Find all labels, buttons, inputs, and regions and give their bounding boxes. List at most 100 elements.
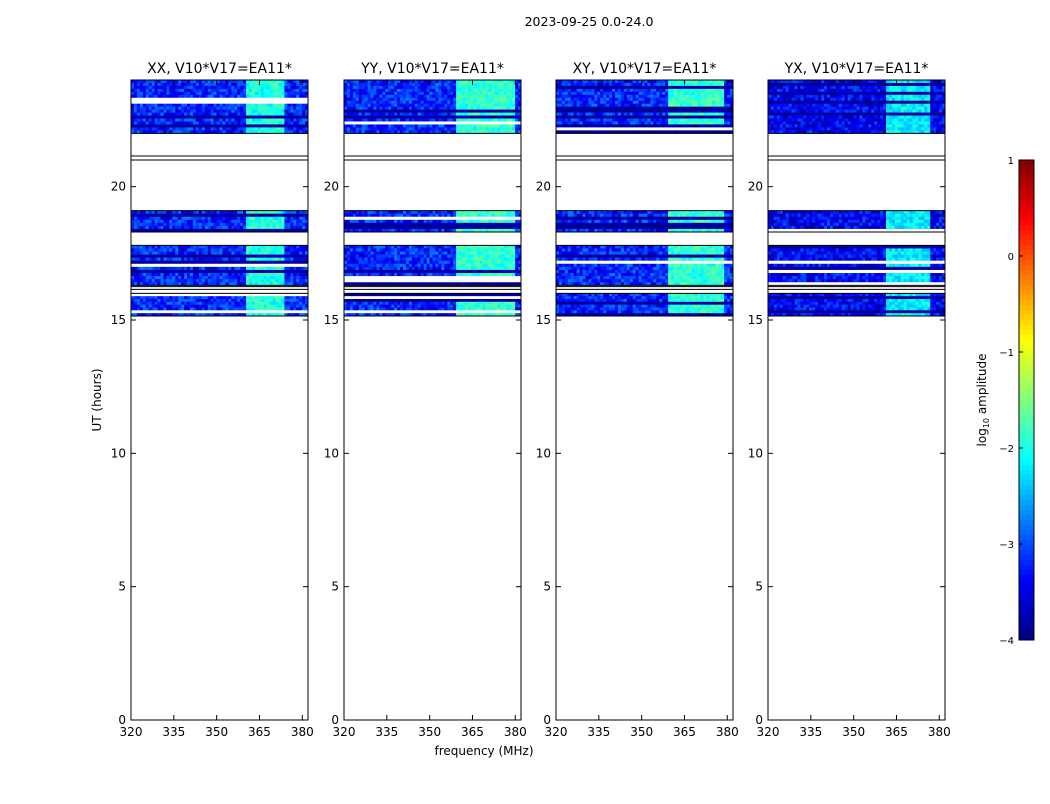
heatmap-cell: [450, 276, 453, 279]
heatmap-cell: [143, 121, 146, 124]
heatmap-cell: [193, 110, 196, 113]
heatmap-cell: [415, 245, 418, 248]
heatmap-cell: [456, 83, 459, 86]
heatmap-cell: [281, 119, 284, 122]
heatmap-cell: [492, 217, 495, 220]
heatmap-cell: [276, 217, 279, 220]
heatmap-cell: [444, 279, 447, 282]
heatmap-cell: [281, 83, 284, 86]
heatmap-cell: [506, 98, 509, 101]
heatmap-cell: [424, 220, 427, 223]
heatmap-cell: [382, 258, 385, 261]
heatmap-cell: [492, 276, 495, 279]
heatmap-cell: [444, 258, 447, 261]
heatmap-cell: [492, 214, 495, 217]
heatmap-cell: [184, 273, 187, 276]
heatmap-cell: [281, 113, 284, 116]
heatmap-cell: [140, 101, 143, 104]
heatmap-cell: [492, 220, 495, 223]
heatmap-cell: [243, 124, 246, 127]
heatmap-cell: [181, 121, 184, 124]
heatmap-cell: [246, 308, 249, 311]
heatmap-cell: [140, 310, 143, 313]
heatmap-cell: [397, 104, 400, 107]
heatmap-cell: [234, 245, 237, 248]
heatmap-cell: [503, 296, 506, 299]
heatmap-cell: [353, 296, 356, 299]
heatmap-cell: [287, 270, 290, 273]
heatmap-cell: [382, 273, 385, 276]
heatmap-cell: [441, 98, 444, 101]
heatmap-cell: [356, 92, 359, 95]
heatmap-cell: [397, 245, 400, 248]
heatmap-cell: [435, 296, 438, 299]
heatmap-cell: [163, 113, 166, 116]
heatmap-cell: [385, 248, 388, 251]
heatmap-cell: [225, 104, 228, 107]
heatmap-cell: [264, 223, 267, 226]
heatmap-cell: [149, 127, 152, 130]
heatmap-cell: [217, 89, 220, 92]
heatmap-cell: [261, 86, 264, 89]
heatmap-cell: [166, 121, 169, 124]
heatmap-cell: [264, 101, 267, 104]
heatmap-cell: [512, 305, 515, 308]
heatmap-cell: [365, 302, 368, 305]
heatmap-cell: [406, 89, 409, 92]
heatmap-cell: [359, 211, 362, 214]
heatmap-cell: [388, 296, 391, 299]
heatmap-cell: [385, 264, 388, 267]
heatmap-cell: [172, 98, 175, 101]
heatmap-cell: [234, 258, 237, 261]
heatmap-cell: [217, 116, 220, 119]
heatmap-cell: [196, 113, 199, 116]
heatmap-cell: [376, 276, 379, 279]
heatmap-cell: [471, 279, 474, 282]
heatmap-cell: [462, 245, 465, 248]
heatmap-cell: [217, 101, 220, 104]
heatmap-cell: [293, 267, 296, 270]
heatmap-cell: [376, 310, 379, 313]
heatmap-cell: [134, 255, 137, 258]
heatmap-cell: [359, 267, 362, 270]
heatmap-cell: [409, 214, 412, 217]
heatmap-cell: [137, 104, 140, 107]
heatmap-cell: [492, 92, 495, 95]
heatmap-cell: [161, 98, 164, 101]
heatmap-cell: [506, 83, 509, 86]
heatmap-cell: [137, 273, 140, 276]
heatmap-cell: [382, 308, 385, 311]
heatmap-cell: [220, 308, 223, 311]
heatmap-cell: [237, 101, 240, 104]
heatmap-cell: [368, 270, 371, 273]
heatmap-cell: [480, 214, 483, 217]
heatmap-cell: [264, 211, 267, 214]
heatmap-cell: [243, 86, 246, 89]
heatmap-cell: [465, 89, 468, 92]
heatmap-cell: [252, 214, 255, 217]
heatmap-cell: [515, 89, 518, 92]
heatmap-cell: [438, 296, 441, 299]
heatmap-cell: [181, 270, 184, 273]
heatmap-cell: [220, 226, 223, 229]
heatmap-cell: [155, 296, 158, 299]
heatmap-cell: [234, 299, 237, 302]
heatmap-cell: [409, 276, 412, 279]
heatmap-cell: [397, 101, 400, 104]
heatmap-cell: [447, 261, 450, 264]
heatmap-cell: [270, 107, 273, 110]
heatmap-cell: [371, 279, 374, 282]
heatmap-cell: [258, 98, 261, 101]
heatmap-cell: [196, 214, 199, 217]
heatmap-cell: [214, 110, 217, 113]
heatmap-cell: [211, 276, 214, 279]
heatmap-cell: [430, 255, 433, 258]
heatmap-cell: [441, 89, 444, 92]
heatmap-cell: [243, 251, 246, 254]
heatmap-cell: [456, 305, 459, 308]
heatmap-cell: [450, 98, 453, 101]
heatmap-cell: [134, 245, 137, 248]
heatmap-cell: [465, 296, 468, 299]
heatmap-cell: [435, 299, 438, 302]
heatmap-cell: [199, 110, 202, 113]
